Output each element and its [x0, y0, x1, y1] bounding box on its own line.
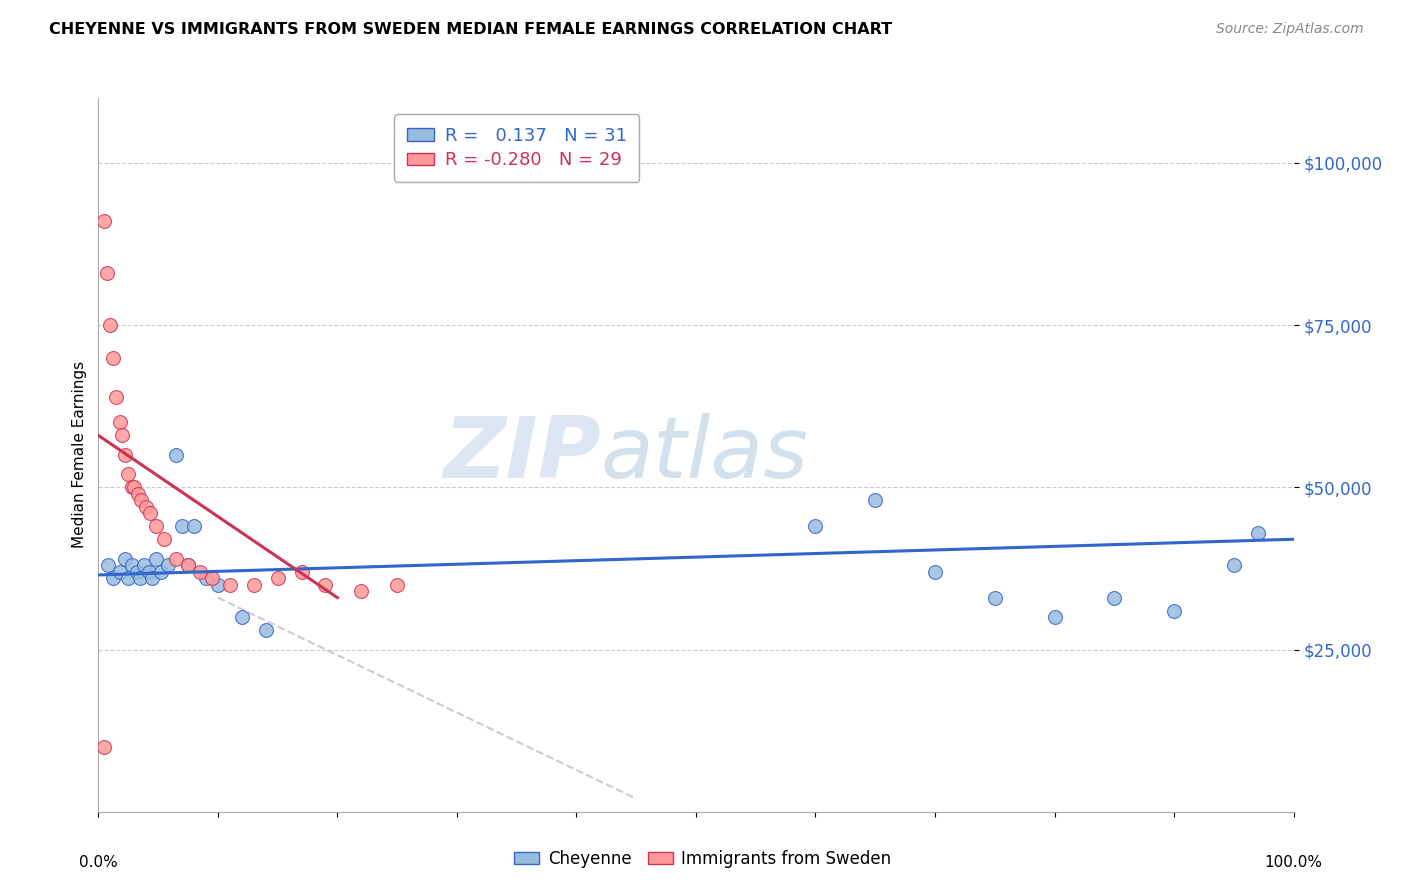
- Point: [863, 493, 886, 508]
- Point: [983, 591, 1005, 605]
- Text: atlas: atlas: [600, 413, 808, 497]
- Point: [93, 214, 115, 228]
- Point: [243, 577, 266, 591]
- Point: [135, 500, 157, 514]
- Point: [108, 416, 131, 430]
- Point: [121, 558, 143, 573]
- Point: [177, 558, 200, 573]
- Point: [138, 565, 160, 579]
- Point: [129, 571, 152, 585]
- Point: [201, 571, 224, 585]
- Point: [1102, 591, 1125, 605]
- Point: [153, 533, 176, 547]
- Point: [149, 565, 172, 579]
- Point: [139, 506, 162, 520]
- Point: [101, 351, 124, 365]
- Point: [1163, 604, 1185, 618]
- Point: [177, 558, 200, 573]
- Text: CHEYENNE VS IMMIGRANTS FROM SWEDEN MEDIAN FEMALE EARNINGS CORRELATION CHART: CHEYENNE VS IMMIGRANTS FROM SWEDEN MEDIA…: [49, 22, 893, 37]
- Point: [105, 390, 128, 404]
- Point: [108, 565, 131, 579]
- Point: [127, 487, 149, 501]
- Point: [98, 318, 122, 333]
- Point: [804, 519, 827, 533]
- Point: [156, 558, 179, 573]
- Text: 100.0%: 100.0%: [1264, 855, 1323, 870]
- Point: [1043, 610, 1066, 624]
- Point: [350, 584, 373, 599]
- Point: [101, 571, 124, 585]
- Point: [132, 558, 155, 573]
- Point: [97, 558, 120, 573]
- Point: [231, 610, 253, 624]
- Point: [114, 448, 136, 462]
- Point: [172, 519, 194, 533]
- Point: [194, 571, 217, 585]
- Point: [1246, 525, 1268, 540]
- Point: [125, 565, 148, 579]
- Point: [183, 519, 205, 533]
- Point: [111, 428, 134, 442]
- Point: [924, 565, 946, 579]
- Text: ZIP: ZIP: [443, 413, 600, 497]
- Point: [254, 623, 277, 637]
- Point: [93, 739, 115, 754]
- Point: [114, 551, 136, 566]
- Point: [117, 571, 139, 585]
- Legend: Cheyenne, Immigrants from Sweden: Cheyenne, Immigrants from Sweden: [508, 844, 898, 875]
- Point: [131, 493, 153, 508]
- Point: [207, 577, 229, 591]
- Point: [145, 551, 167, 566]
- Point: [267, 571, 290, 585]
- Point: [145, 519, 167, 533]
- Y-axis label: Median Female Earnings: Median Female Earnings: [72, 361, 87, 549]
- Point: [165, 448, 187, 462]
- Point: [385, 577, 409, 591]
- Point: [124, 480, 146, 494]
- Point: [96, 266, 118, 280]
- Point: [165, 551, 187, 566]
- Point: [219, 577, 242, 591]
- Point: [121, 480, 143, 494]
- Point: [188, 565, 211, 579]
- Point: [1222, 558, 1246, 573]
- Point: [141, 571, 163, 585]
- Point: [315, 577, 337, 591]
- Legend: R =   0.137   N = 31, R = -0.280   N = 29: R = 0.137 N = 31, R = -0.280 N = 29: [394, 114, 640, 182]
- Point: [290, 565, 312, 579]
- Point: [117, 467, 139, 482]
- Text: 0.0%: 0.0%: [79, 855, 118, 870]
- Text: Source: ZipAtlas.com: Source: ZipAtlas.com: [1216, 22, 1364, 37]
